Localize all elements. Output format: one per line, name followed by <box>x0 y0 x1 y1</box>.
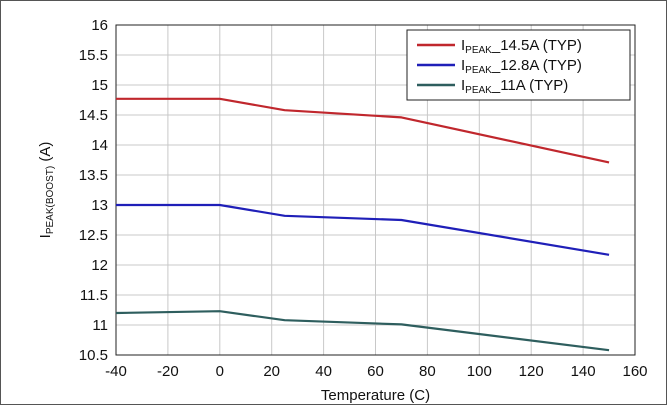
series-line-2 <box>116 203 610 256</box>
legend-label-1: IPEAK_14.5A (TYP) <box>461 37 582 56</box>
y-tick-label: 16 <box>91 17 108 34</box>
y-tick-label: 14.5 <box>79 107 108 124</box>
series-line-3 <box>115 310 610 352</box>
y-tick-label: 15 <box>91 77 108 94</box>
y-tick-label: 12 <box>91 257 108 274</box>
y-tick-label: 11.5 <box>80 287 108 304</box>
y-tick-label: 11 <box>92 317 108 334</box>
x-tick-label: 40 <box>315 363 332 380</box>
y-tick-label: 10.5 <box>79 347 108 364</box>
x-tick-label: 0 <box>216 363 224 380</box>
y-axis-title: IPEAK(BOOST) (A) <box>37 142 56 239</box>
x-tick-label: 140 <box>571 363 596 380</box>
x-tick-label: 160 <box>622 363 647 380</box>
x-tick-label: 60 <box>367 363 384 380</box>
y-tick-label: 14 <box>91 137 108 154</box>
x-tick-label: 20 <box>263 363 280 380</box>
y-tick-label: 15.5 <box>79 47 108 64</box>
series-line-1 <box>116 97 610 164</box>
x-tick-label: 120 <box>519 363 544 380</box>
plot-area <box>115 24 636 356</box>
y-tick-label: 12.5 <box>79 227 108 244</box>
legend: IPEAK_14.5A (TYP)IPEAK_12.8A (TYP)IPEAK_… <box>406 29 631 101</box>
x-tick-label: 100 <box>467 363 492 380</box>
x-tick-labels: -40 -20 0 20 40 60 80 100 120 140 160 <box>105 363 647 380</box>
x-axis-title: Temperature (C) <box>321 387 430 404</box>
y-tick-label: 13 <box>91 197 108 214</box>
series-layer <box>115 97 610 352</box>
y-tick-label: 13.5 <box>79 167 108 184</box>
legend-label-3: IPEAK_11A (TYP) <box>461 77 568 96</box>
x-tick-label: 80 <box>419 363 436 380</box>
x-tick-label: -40 <box>105 363 127 380</box>
y-axis-title-subscript: PEAK(BOOST) <box>45 166 56 234</box>
legend-label-2: IPEAK_12.8A (TYP) <box>461 57 582 76</box>
y-axis-title-unit: (A) <box>37 142 54 166</box>
y-tick-labels: 10.5 11 11.5 12 12.5 13 13.5 14 14.5 15 15.5 16 <box>79 17 108 364</box>
y-axis-title-main: I <box>37 234 54 238</box>
x-tick-label: -20 <box>157 363 179 380</box>
